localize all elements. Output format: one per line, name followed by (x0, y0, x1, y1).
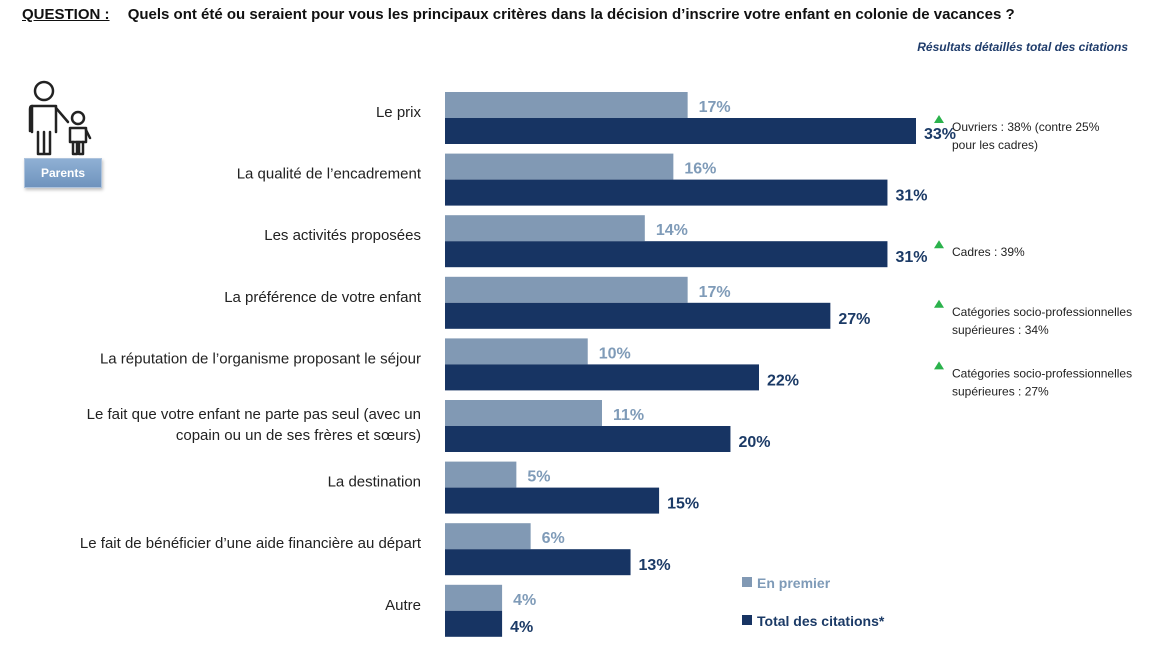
data-label-total-citations: 4% (510, 619, 533, 636)
data-label-total-citations: 27% (838, 311, 870, 328)
data-label-en-premier: 11% (613, 407, 644, 424)
data-label-total-citations: 13% (639, 557, 671, 574)
bar-en-premier (445, 584, 503, 611)
parent-child-icon (22, 78, 100, 160)
bar-en-premier (445, 461, 517, 488)
bar-total-citations (445, 487, 660, 514)
legend-swatch-en-premier (742, 577, 752, 587)
bar-total-citations (445, 241, 888, 268)
data-label-en-premier: 10% (599, 345, 631, 362)
bar-en-premier (445, 400, 602, 426)
data-label-total-citations: 31% (895, 249, 927, 266)
category-label: Autre (385, 597, 421, 614)
triangle-up-icon (934, 115, 944, 123)
data-label-en-premier: 17% (699, 99, 731, 116)
data-label-total-citations: 15% (667, 496, 699, 513)
bar-en-premier (445, 276, 688, 303)
data-label-total-citations: 22% (767, 372, 799, 389)
bar-total-citations (445, 179, 888, 206)
bar-total-citations (445, 549, 631, 576)
triangle-up-icon (934, 240, 944, 249)
question: QUESTION : Quels ont été ou seraient pou… (22, 6, 1015, 23)
bar-en-premier (445, 92, 688, 118)
data-label-en-premier: 17% (699, 284, 731, 301)
bar-en-premier (445, 523, 531, 550)
category-label: La destination (328, 474, 421, 491)
category-label: Le fait de bénéficier d’une aide financi… (80, 535, 422, 552)
category-label: La qualité de l’encadrement (237, 166, 422, 183)
data-label-en-premier: 14% (656, 222, 688, 239)
category-label: Le fait que votre enfant ne parte pas se… (87, 406, 421, 423)
annotation-text: Cadres : 39% (952, 245, 1025, 259)
legend-label-en-premier: En premier (757, 575, 831, 591)
category-label: La réputation de l’organisme proposant l… (100, 350, 421, 367)
question-label: QUESTION : (22, 6, 110, 23)
bar-total-citations (445, 610, 503, 637)
category-label: Le prix (376, 104, 422, 121)
data-label-total-citations: 33% (924, 126, 956, 143)
data-label-en-premier: 5% (527, 469, 550, 486)
parents-badge: Parents (24, 158, 102, 188)
data-label-total-citations: 31% (895, 188, 927, 205)
annotation-text: Ouvriers : 38% (contre 25% (952, 120, 1100, 134)
category-label: Les activités proposées (264, 227, 421, 244)
question-text: Quels ont été ou seraient pour vous les … (127, 6, 1015, 23)
legend-swatch-total-citations (742, 615, 752, 625)
annotation-text: pour les cadres) (952, 138, 1038, 152)
data-label-en-premier: 4% (513, 592, 536, 609)
data-label-en-premier: 6% (542, 530, 565, 547)
triangle-up-icon (934, 361, 944, 370)
annotation-text: supérieures : 27% (952, 384, 1049, 398)
data-label-total-citations: 20% (738, 434, 770, 451)
bar-total-citations (445, 364, 759, 391)
subtitle: Résultats détaillés total des citations (917, 40, 1128, 54)
bar-en-premier (445, 338, 588, 365)
category-label: copain ou un de ses frères et sœurs) (176, 427, 421, 444)
bar-en-premier (445, 153, 674, 180)
annotation-text: supérieures : 34% (952, 323, 1049, 337)
bar-total-citations (445, 302, 831, 329)
category-label: La préférence de votre enfant (224, 289, 422, 306)
bar-en-premier (445, 215, 645, 242)
legend-label-total-citations: Total des citations* (757, 613, 885, 629)
data-label-en-premier: 16% (684, 161, 716, 178)
bar-total-citations (445, 118, 916, 144)
bar-total-citations (445, 426, 731, 452)
annotation-text: Catégories socio-professionnelles (952, 366, 1132, 380)
triangle-up-icon (934, 299, 944, 308)
annotation-text: Catégories socio-professionnelles (952, 305, 1132, 319)
